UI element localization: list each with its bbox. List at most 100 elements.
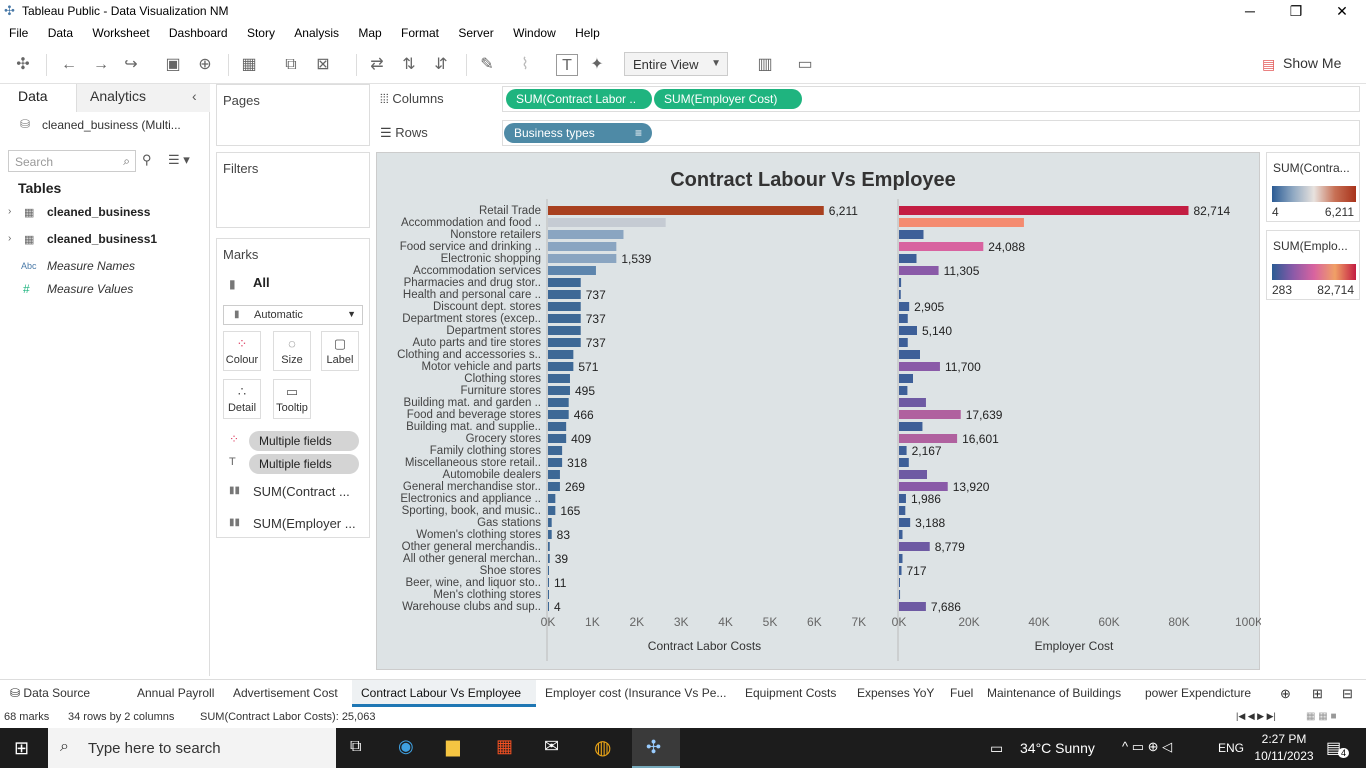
- close-button[interactable]: ✕: [1336, 3, 1348, 19]
- bar[interactable]: [548, 590, 549, 599]
- bar[interactable]: [548, 458, 563, 467]
- pin-icon[interactable]: ✦: [590, 56, 604, 73]
- menu-server[interactable]: Server: [458, 26, 494, 40]
- tab-analytics[interactable]: Analytics: [90, 88, 147, 104]
- bar[interactable]: [548, 554, 550, 563]
- bar[interactable]: [899, 218, 1024, 227]
- bar[interactable]: [548, 386, 570, 395]
- bar[interactable]: [899, 518, 911, 527]
- datasource-name[interactable]: cleaned_business (Multi...: [42, 118, 181, 132]
- minimize-button[interactable]: ─: [1245, 3, 1255, 19]
- bar[interactable]: [548, 242, 617, 251]
- sum-employer-measure[interactable]: SUM(Employer ...: [253, 516, 356, 531]
- show-me-icon[interactable]: ▤: [1262, 56, 1276, 72]
- bar[interactable]: [899, 422, 923, 431]
- bar[interactable]: [899, 374, 913, 383]
- view-options-icon[interactable]: ☰ ▾: [168, 152, 190, 167]
- pages-card[interactable]: Pages: [216, 84, 370, 146]
- search-input[interactable]: Search ⌕: [8, 150, 136, 172]
- sheet-tab-active[interactable]: Contract Labour Vs Employee: [361, 686, 522, 700]
- sheet-tab[interactable]: Employer cost (Insurance Vs Pe...: [545, 686, 727, 700]
- undo-icon[interactable]: ←: [61, 56, 77, 73]
- bar[interactable]: [548, 470, 560, 479]
- label-button[interactable]: ▢ Label: [321, 331, 359, 371]
- filter-icon[interactable]: ⚲: [142, 152, 152, 167]
- maximize-button[interactable]: ❐: [1289, 3, 1303, 19]
- card-toggle-icon[interactable]: ▥: [757, 56, 773, 73]
- bar[interactable]: [899, 362, 940, 371]
- bar[interactable]: [548, 410, 569, 419]
- menu-dashboard[interactable]: Dashboard: [168, 26, 228, 40]
- bar[interactable]: [548, 362, 574, 371]
- bar[interactable]: [548, 302, 581, 311]
- bar[interactable]: [899, 590, 901, 599]
- sheet-tab[interactable]: Annual Payroll: [137, 686, 215, 700]
- bar[interactable]: [548, 518, 552, 527]
- file-explorer-icon[interactable]: ▆: [446, 736, 460, 756]
- save-icon[interactable]: ▣: [165, 56, 181, 73]
- measure-values-field[interactable]: Measure Values: [47, 282, 134, 296]
- sum-contract-measure[interactable]: SUM(Contract ...: [253, 484, 350, 499]
- menu-data[interactable]: Data: [47, 26, 74, 40]
- tableau-home-icon[interactable]: ✣: [16, 56, 30, 73]
- rows-shelf[interactable]: ☰ Rows Business types ≡: [376, 120, 1360, 146]
- edge-icon[interactable]: ◉: [398, 736, 414, 756]
- new-datasource-icon[interactable]: ⊕: [1280, 686, 1291, 701]
- replay-icon[interactable]: ↪: [124, 56, 138, 73]
- bar[interactable]: [899, 542, 930, 551]
- bar[interactable]: [548, 542, 550, 551]
- sheet-tab[interactable]: Maintenance of Buildings: [987, 686, 1122, 700]
- bar[interactable]: [899, 554, 903, 563]
- tableau-taskbar-icon[interactable]: ✣: [646, 737, 662, 757]
- bar[interactable]: [548, 350, 574, 359]
- bar[interactable]: [899, 326, 917, 335]
- measure-names-field[interactable]: Measure Names: [47, 259, 136, 273]
- bar[interactable]: [548, 566, 549, 575]
- sort-descending-icon[interactable]: ⇵: [434, 56, 448, 73]
- bar[interactable]: [548, 434, 567, 443]
- bar[interactable]: [548, 218, 666, 227]
- fit-dropdown[interactable]: Entire View ▼: [624, 52, 728, 76]
- menu-analysis[interactable]: Analysis: [294, 26, 339, 40]
- bar[interactable]: [548, 338, 581, 347]
- swap-icon[interactable]: ⇄: [370, 56, 384, 73]
- sheet-tab[interactable]: Fuel: [950, 686, 974, 700]
- expand-icon[interactable]: ›: [8, 206, 12, 217]
- table-item[interactable]: cleaned_business1: [47, 232, 158, 246]
- bar[interactable]: [548, 446, 563, 455]
- bar[interactable]: [899, 386, 908, 395]
- tooltip-button[interactable]: ▭ Tooltip: [273, 379, 311, 419]
- mail-icon[interactable]: ✉: [544, 736, 560, 756]
- menu-map[interactable]: Map: [358, 26, 382, 40]
- weather-text[interactable]: 34°C Sunny: [1020, 740, 1095, 756]
- tab-data[interactable]: Data: [18, 88, 48, 104]
- collapse-pane-icon[interactable]: ‹: [192, 88, 197, 104]
- menu-file[interactable]: File: [9, 26, 29, 40]
- redo-icon[interactable]: →: [93, 56, 109, 73]
- chrome-icon[interactable]: ◍: [594, 737, 612, 759]
- new-worksheet-icon[interactable]: ▦: [241, 56, 257, 73]
- multiple-fields-pill[interactable]: Multiple fields: [249, 454, 359, 474]
- bar[interactable]: [899, 314, 908, 323]
- bar[interactable]: [899, 350, 920, 359]
- bar[interactable]: [548, 482, 560, 491]
- employer-cost-pill[interactable]: SUM(Employer Cost): [654, 89, 802, 109]
- bar[interactable]: [899, 482, 948, 491]
- bar[interactable]: [899, 230, 924, 239]
- bar[interactable]: [548, 422, 567, 431]
- taskbar-search[interactable]: ⌕ Type here to search: [48, 728, 336, 768]
- bar[interactable]: [548, 494, 556, 503]
- menu-window[interactable]: Window: [513, 26, 556, 40]
- employer-legend[interactable]: SUM(Emplo... 283 82,714: [1266, 230, 1360, 300]
- bar[interactable]: [899, 410, 961, 419]
- page-nav-icons[interactable]: |◀ ◀ ▶ ▶|: [1236, 711, 1276, 721]
- bar[interactable]: [548, 326, 581, 335]
- mark-type-dropdown[interactable]: ▮ Automatic ▼: [223, 305, 363, 325]
- clear-sheet-icon[interactable]: ⊠: [316, 56, 330, 73]
- bar[interactable]: [899, 266, 939, 275]
- bar[interactable]: [899, 338, 908, 347]
- bar[interactable]: [548, 278, 581, 287]
- bar[interactable]: [548, 578, 549, 587]
- menu-help[interactable]: Help: [575, 26, 600, 40]
- sort-ascending-icon[interactable]: ⇅: [402, 56, 416, 73]
